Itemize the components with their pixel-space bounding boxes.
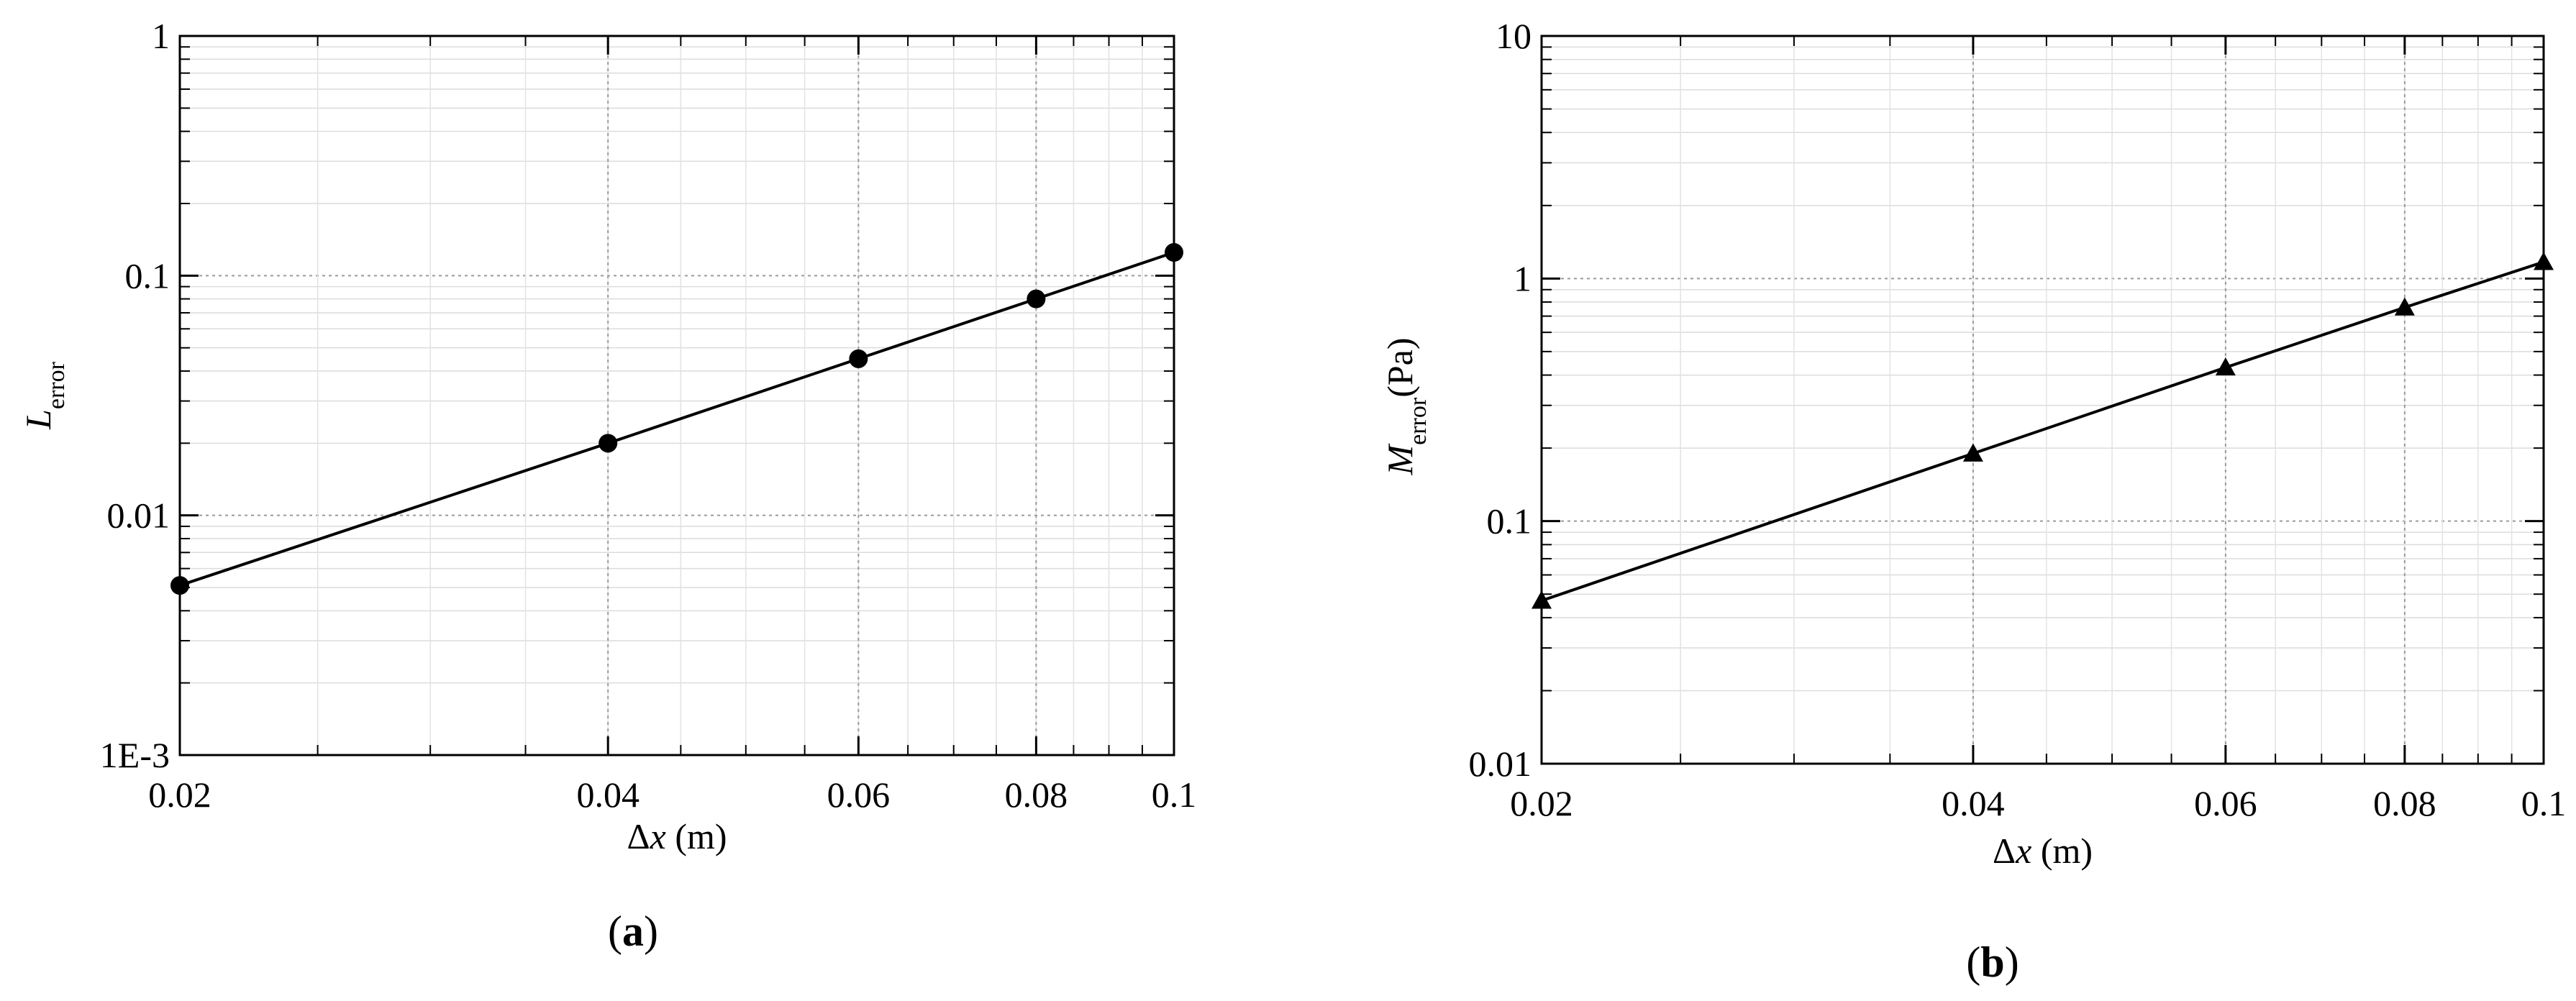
x-tick-labels-a: 0.02 0.04 0.06 0.08 0.1	[148, 774, 1196, 815]
y-axis-label-b: Merror(Pa)	[1380, 337, 1432, 475]
x-axis-symbol-a: Δ	[627, 816, 650, 856]
x-axis-label-b: Δx (m)	[1993, 831, 2093, 871]
y-axis-unit-b: (Pa)	[1380, 337, 1420, 397]
data-point-a	[1027, 289, 1046, 308]
x-tick-label-b: 0.1	[2521, 783, 2567, 823]
y-tick-label-b: 0.01	[1469, 744, 1532, 784]
x-tick-label-a: 0.06	[827, 774, 891, 815]
panel-label-a: (a)	[608, 908, 658, 955]
y-axis-subscript-b: error	[1405, 397, 1432, 445]
x-tick-label-a: 0.04	[576, 774, 640, 815]
x-tick-label-a: 0.1	[1152, 774, 1197, 815]
y-tick-label-a: 1E-3	[100, 735, 170, 775]
major-ticks-a	[178, 35, 1175, 757]
markers-b	[1532, 252, 2554, 609]
x-tick-labels-b: 0.02 0.04 0.06 0.08 0.1	[1510, 783, 2566, 823]
markers-a	[170, 243, 1183, 595]
data-point-b	[2215, 357, 2236, 376]
x-tick-label-b: 0.02	[1510, 783, 1573, 823]
panel-letter-a: a	[622, 908, 644, 955]
x-axis-symbol-b: Δ	[1993, 831, 2016, 871]
y-axis-symbol-a: L	[18, 409, 58, 430]
x-axis-variable-a: x	[650, 816, 666, 856]
major-ticks-b	[1540, 35, 2545, 765]
x-tick-label-b: 0.08	[2373, 783, 2436, 823]
x-axis-unit-b: (m)	[2031, 831, 2093, 871]
y-axis-subscript-a: error	[43, 361, 70, 409]
data-point-b	[1962, 443, 1983, 462]
y-tick-label-a: 0.01	[107, 495, 170, 536]
data-point-b	[2534, 252, 2554, 270]
x-tick-label-a: 0.08	[1005, 774, 1068, 815]
grid-b	[1541, 35, 2544, 764]
chart-panel-b: 0.02 0.04 0.06 0.08 0.1 0.01 0.1 1 10 Δx (m) Me…	[1380, 16, 2566, 986]
y-tick-label-b: 10	[1496, 16, 1532, 56]
x-tick-label-b: 0.06	[2194, 783, 2257, 823]
data-point-a	[599, 434, 618, 453]
y-tick-label-a: 1	[152, 16, 170, 56]
series-line-b	[1541, 260, 2544, 603]
minor-ticks-b	[1541, 36, 2544, 764]
data-point-b	[2394, 297, 2415, 316]
y-tick-label-b: 1	[1514, 258, 1532, 298]
x-axis-variable-b: x	[2015, 831, 2031, 871]
series-line-a	[179, 251, 1175, 587]
y-tick-labels-a: 1E-3 0.01 0.1 1	[100, 16, 170, 775]
panel-letter-b: b	[1980, 938, 2004, 986]
y-axis-label-a: Lerror	[18, 361, 70, 430]
plot-frame-a	[178, 35, 1175, 757]
y-tick-label-a: 0.1	[125, 255, 170, 296]
chart-panel-a: 0.02 0.04 0.06 0.08 0.1 1E-30.010.11 Δx (m) …	[18, 16, 1196, 955]
y-tick-labels-b: 0.01 0.1 1 10	[1469, 16, 1532, 784]
x-axis-label-a: Δx (m)	[627, 816, 727, 856]
x-tick-label-a: 0.02	[148, 774, 211, 815]
minor-ticks-a	[179, 36, 1175, 755]
x-axis-unit-a: (m)	[666, 816, 727, 856]
data-point-a	[849, 349, 868, 368]
data-point-a	[170, 576, 189, 595]
panel-label-b: (b)	[1966, 938, 2019, 986]
y-tick-label-b: 0.1	[1487, 501, 1532, 541]
plot-frame-b	[1540, 35, 2545, 765]
data-point-a	[1165, 243, 1183, 262]
data-point-b	[1532, 590, 1552, 609]
x-tick-label-b: 0.04	[1942, 783, 2005, 823]
y-axis-symbol-b: M	[1380, 444, 1420, 476]
grid-a	[179, 35, 1175, 756]
